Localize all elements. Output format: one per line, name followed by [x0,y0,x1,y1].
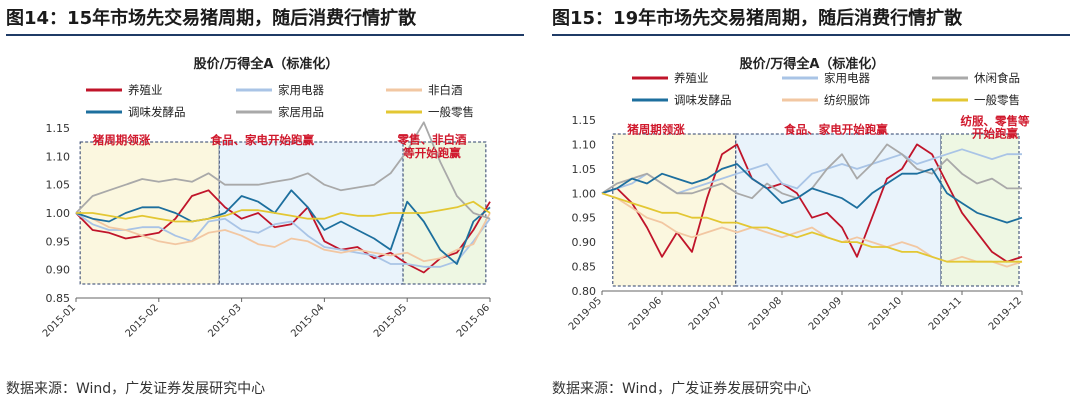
x-tick-label: 2015-01 [41,302,78,339]
y-tick-label: 1.00 [572,187,597,200]
legend-label: 调味发酵品 [674,93,732,107]
y-tick-label: 0.85 [46,292,71,305]
x-tick-label: 2019-07 [687,295,724,332]
y-tick-label: 1.05 [46,179,71,192]
annotation: 猪周期领涨 [626,123,685,137]
legend-label: 调味发酵品 [128,105,186,119]
x-tick-label: 2015-04 [289,302,326,339]
title-rule [552,34,1070,36]
legend-label: 休闲食品 [974,71,1020,85]
source-note: 数据来源：Wind，广发证券发展研究中心 [6,381,266,397]
title-rule [6,34,524,36]
series-line-家用电器 [75,212,491,268]
series-line-一般零售 [601,192,1022,263]
legend-label: 纺织服饰 [824,93,870,107]
y-tick-label: 0.90 [572,236,597,249]
legend-label: 非白酒 [428,83,463,97]
legend-label: 一般零售 [428,105,474,119]
y-tick-label: 0.85 [572,261,597,274]
y-tick-label: 0.80 [572,285,597,298]
y-tick-label: 1.00 [46,207,71,220]
figure-title: 图14：15年市场先交易猪周期，随后消费行情扩散 [6,8,417,29]
chart-title: 股价/万得全A（标准化） [740,56,885,72]
figure-title: 图15：19年市场先交易猪周期，随后消费行情扩散 [552,8,963,29]
legend-label: 家居用品 [278,105,324,119]
y-tick-label: 0.95 [572,212,597,225]
period-box-3 [940,133,1020,287]
series-line-调味发酵品 [601,163,1023,224]
x-tick-label: 2019-06 [627,295,664,332]
series-line-非白酒 [75,212,491,263]
x-tick-label: 2015-06 [455,302,492,339]
series-line-一般零售 [76,200,491,223]
legend-label: 养殖业 [674,71,709,85]
annotation: 猪周期领涨 [92,133,151,147]
legend-label: 家用电器 [278,83,324,97]
chart-title: 股价/万得全A（标准化） [194,56,339,72]
annotation: 等开始跑赢 [402,146,461,160]
y-tick-label: 1.15 [46,122,71,135]
series-line-纺织服饰 [601,192,1023,268]
y-tick-label: 1.15 [572,114,597,127]
left-panel: 图14：15年市场先交易猪周期，随后消费行情扩散 股价/万得全A（标准化） 0.8… [6,0,526,403]
x-tick-label: 2019-09 [807,295,844,332]
x-tick-label: 2019-08 [747,295,784,332]
x-tick-label: 2015-05 [372,302,409,339]
legend-label: 养殖业 [128,83,163,97]
y-tick-label: 1.10 [572,138,597,151]
annotation: 开始跑赢 [972,127,1018,141]
series-line-家居用品 [75,121,491,220]
legend-label: 一般零售 [974,93,1020,107]
x-tick-label: 2019-05 [567,295,604,332]
series-line-养殖业 [601,143,1023,263]
annotation: 食品、家电开始跑赢 [211,133,315,147]
annotation: 零售、非白酒 [397,132,467,146]
period-box-1 [79,141,220,285]
annotation: 纺服、零售等 [961,114,1030,128]
period-box-1 [612,133,737,287]
series-line-调味发酵品 [75,189,491,265]
x-tick-label: 2019-12 [987,295,1024,332]
chart-right: 股价/万得全A（标准化） 0.80 0.85 0.90 0.95 1.00 1.05 1.10… [567,56,1030,333]
y-tick-label: 1.05 [572,163,597,176]
x-tick-label: 2015-02 [124,302,161,339]
x-tick-label: 2015-03 [206,302,243,339]
source-note: 数据来源：Wind，广发证券发展研究中心 [552,381,812,397]
annotation: 食品、家电开始跑赢 [784,123,888,137]
chart-left: 股价/万得全A（标准化） 0.85 0.90 0.95 1.00 1.05 1.10 1.15… [41,56,492,340]
y-tick-label: 0.95 [46,235,71,248]
series-line-养殖业 [75,189,491,274]
y-tick-label: 1.10 [46,150,71,163]
x-tick-label: 2019-10 [867,295,904,332]
x-tick-label: 2019-11 [927,295,964,332]
y-tick-label: 0.90 [46,264,71,277]
right-panel: 图15：19年市场先交易猪周期，随后消费行情扩散 股价/万得全A（标准化） 0.8… [552,0,1072,403]
legend-label: 家用电器 [824,71,870,85]
